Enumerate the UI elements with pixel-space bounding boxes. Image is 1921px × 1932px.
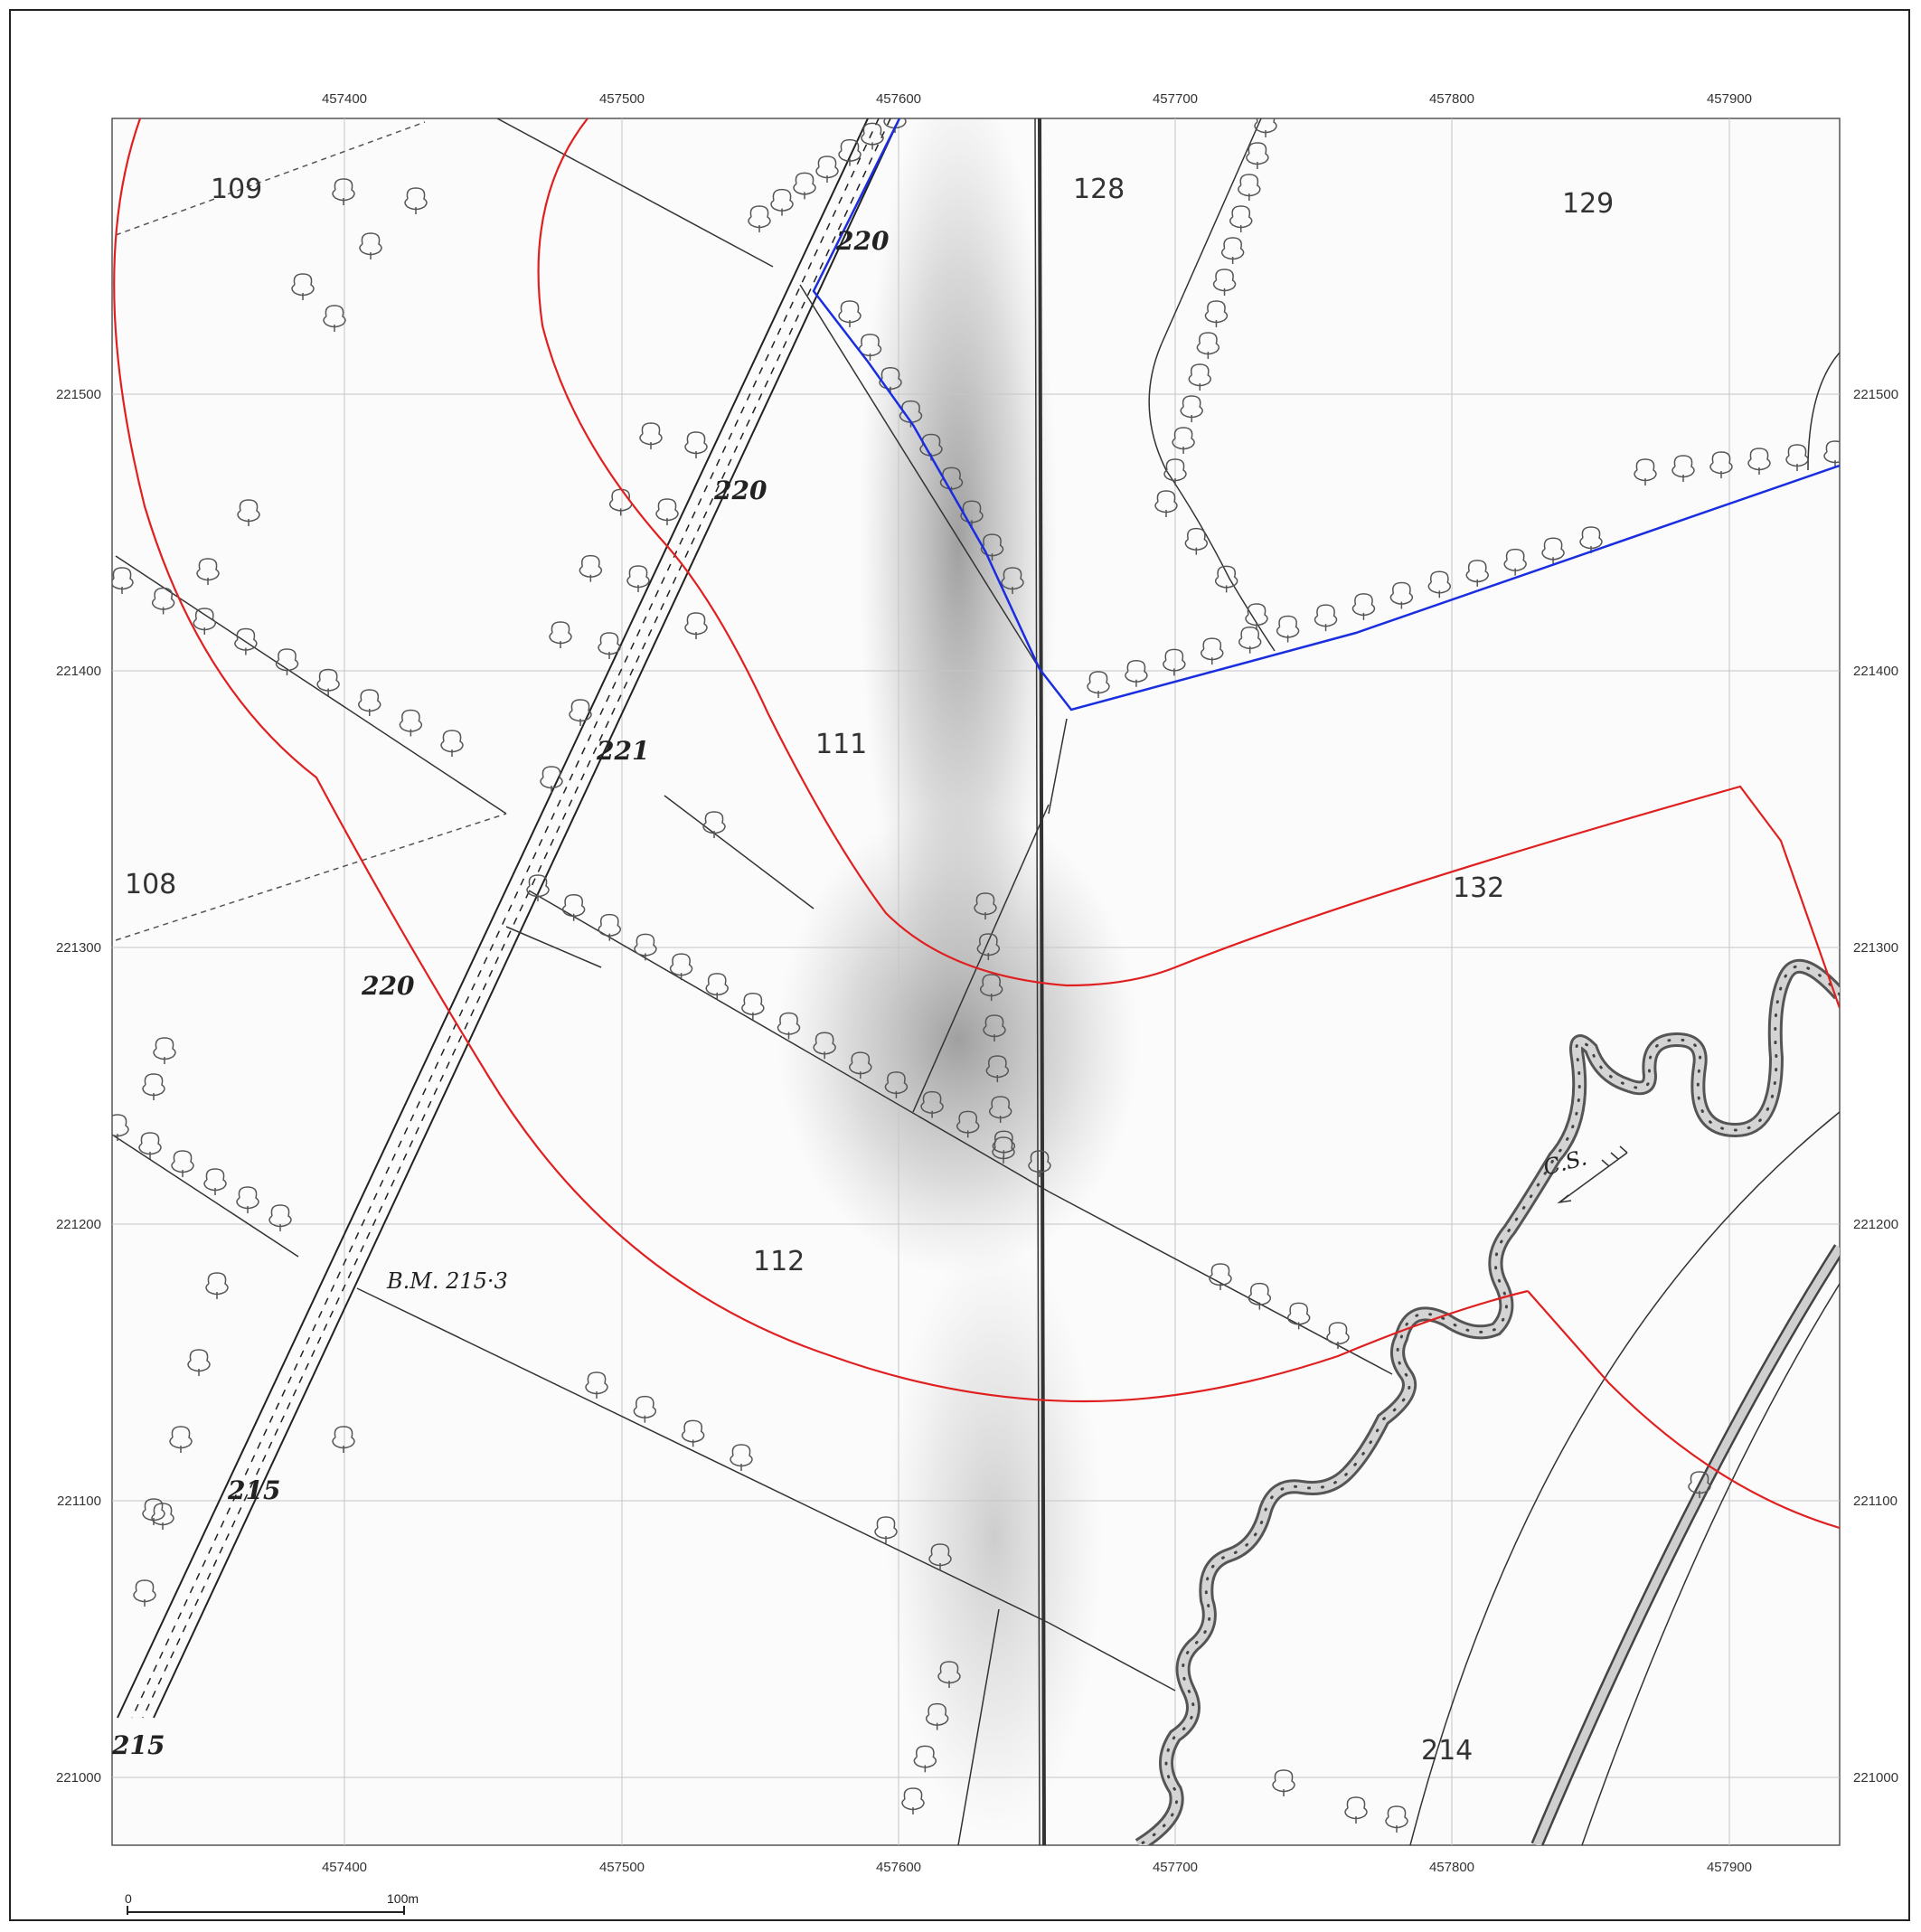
spot-height-label: 215 (227, 1475, 280, 1505)
scale-bar-start-label: 0 (125, 1891, 132, 1906)
parcel-label-214: 214 (1421, 1735, 1473, 1767)
spot-height-label: 215 (111, 1730, 165, 1760)
parcel-label-111: 111 (815, 729, 867, 760)
parcel-label-109: 109 (211, 174, 262, 205)
parcel-label-108: 108 (125, 869, 176, 900)
y-tick-label: 221500 (56, 387, 101, 402)
y-tick-labels-right: 221500 221400 221300 221200 221100 22100… (1853, 387, 1898, 1786)
scale-bar: 0 100m (125, 1891, 419, 1915)
parcel-label-128: 128 (1073, 174, 1125, 205)
x-tick-label: 457600 (876, 1860, 921, 1875)
x-tick-label: 457400 (322, 1860, 367, 1875)
y-tick-label: 221200 (56, 1217, 101, 1232)
x-tick-label: 457700 (1153, 1860, 1198, 1875)
shaded-area (777, 805, 1139, 1275)
x-tick-label: 457900 (1707, 1860, 1752, 1875)
x-tick-label: 457500 (599, 91, 645, 107)
x-tick-labels-top: 457400 457500 457600 457700 457800 45790… (322, 91, 1752, 107)
y-tick-label: 221300 (56, 940, 101, 956)
parcel-labels: 109 128 129 111 108 132 112 214 (125, 174, 1614, 1767)
y-tick-label: 221100 (57, 1494, 101, 1509)
y-tick-label: 221100 (1853, 1494, 1897, 1509)
x-tick-label: 457500 (599, 1860, 645, 1875)
spot-height-label: 220 (835, 226, 890, 256)
benchmark-label: B.M. 215·3 (386, 1268, 508, 1294)
flow-arrow-icon (1557, 1145, 1628, 1204)
site-boundary (812, 118, 1840, 712)
y-tick-label: 221500 (1853, 387, 1898, 402)
shaded-area (859, 118, 1058, 1013)
railway (1530, 1244, 1840, 1845)
y-tick-label: 221400 (1853, 664, 1898, 679)
x-tick-label: 457700 (1153, 91, 1198, 107)
spot-heights: 220 220 221 220 215 215 (111, 226, 890, 1760)
spot-height-label: 220 (361, 971, 415, 1001)
x-tick-label: 457900 (1707, 91, 1752, 107)
parcel-label-129: 129 (1562, 188, 1614, 220)
y-tick-label: 221000 (56, 1770, 101, 1786)
dashed-boundaries (115, 121, 507, 941)
y-tick-label: 221200 (1853, 1217, 1898, 1232)
map-frame (9, 9, 1910, 1921)
road (117, 118, 900, 1719)
y-tick-label: 221400 (56, 664, 101, 679)
y-tick-labels-left: 221500 221400 221300 221200 221100 22100… (56, 387, 101, 1786)
shaded-area (886, 1239, 1103, 1835)
x-tick-label: 457400 (322, 91, 367, 107)
spot-height-label: 220 (713, 476, 767, 505)
scale-bar-end-label: 100m (387, 1891, 419, 1906)
parcel-label-132: 132 (1453, 872, 1504, 904)
buffer-lines (113, 118, 1840, 1530)
grid-lines (112, 118, 1840, 1845)
parcel-label-112: 112 (753, 1246, 805, 1277)
x-tick-labels-bottom: 457400 457500 457600 457700 457800 45790… (322, 1860, 1752, 1875)
x-tick-label: 457800 (1429, 91, 1474, 107)
y-tick-label: 221000 (1853, 1770, 1898, 1786)
spot-height-label: 221 (596, 736, 649, 766)
x-tick-label: 457600 (876, 91, 921, 107)
y-tick-label: 221300 (1853, 940, 1898, 956)
tree-symbols (112, 118, 1840, 1833)
x-tick-label: 457800 (1429, 1860, 1474, 1875)
